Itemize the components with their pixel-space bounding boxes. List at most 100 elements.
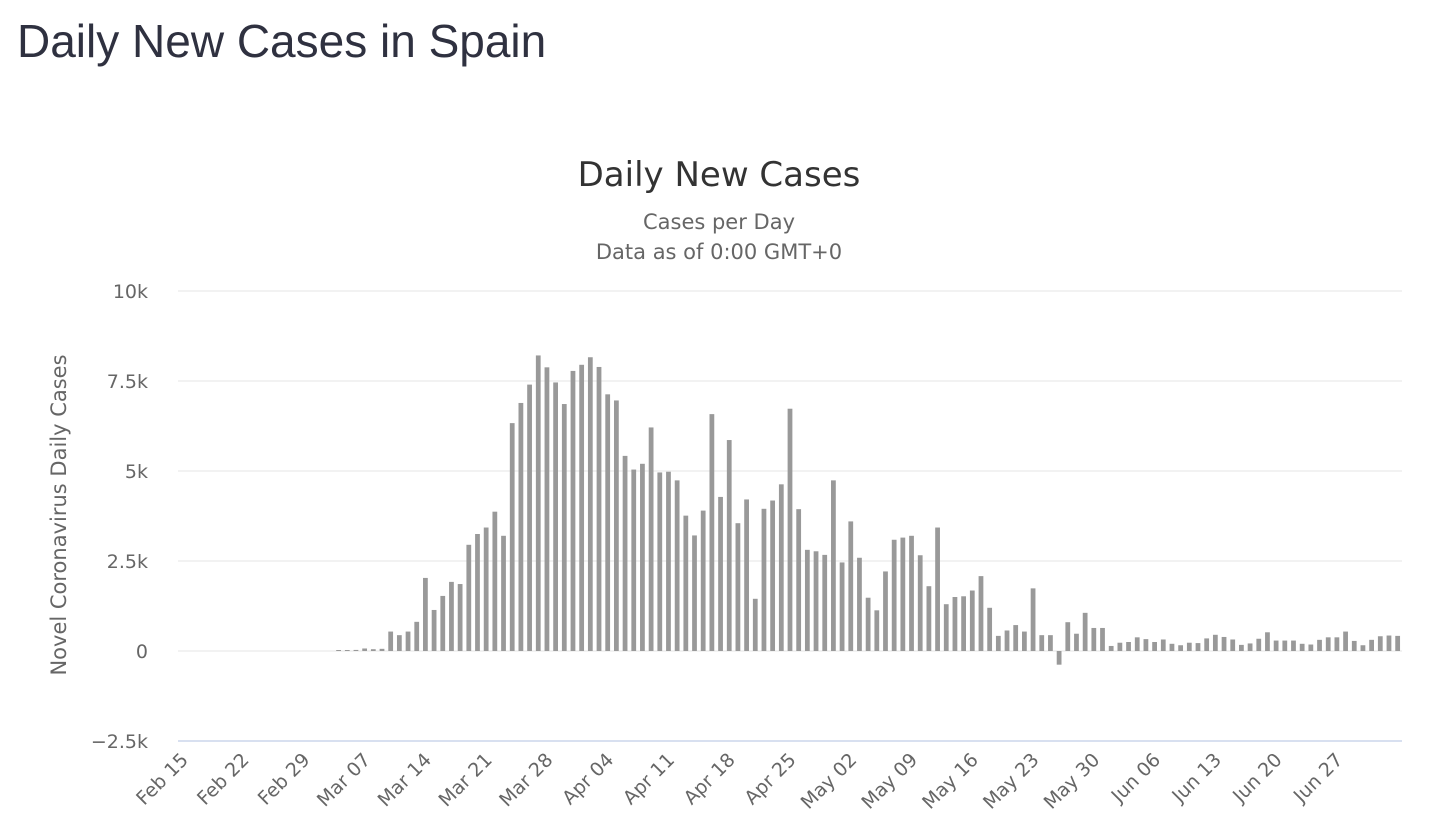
bar — [952, 597, 958, 651]
bar — [1169, 643, 1175, 651]
bar — [640, 463, 645, 651]
y-axis-title: Novel Coronavirus Daily Cases — [47, 354, 71, 675]
bar — [778, 484, 784, 651]
bar — [1230, 639, 1236, 651]
bar — [561, 404, 567, 651]
bar — [1334, 637, 1340, 651]
bar — [709, 414, 715, 651]
bar — [891, 539, 897, 651]
bar — [466, 544, 472, 651]
bar — [1152, 642, 1157, 651]
bar — [1273, 640, 1279, 651]
bar — [344, 650, 350, 651]
bar — [570, 370, 576, 651]
bar — [822, 554, 828, 651]
x-tick-label: Apr 25 — [740, 749, 800, 809]
bar — [770, 500, 776, 651]
bar — [1369, 639, 1374, 651]
page-title: Daily New Cases in Spain — [17, 15, 547, 67]
bar — [1013, 625, 1019, 651]
bar — [631, 469, 637, 651]
bar — [1239, 644, 1244, 651]
bar — [1265, 632, 1270, 651]
x-tick-label: Apr 11 — [619, 749, 679, 809]
bar — [1134, 637, 1140, 651]
bar — [1022, 631, 1027, 651]
x-tick-label: Mar 21 — [434, 749, 496, 811]
bar — [874, 610, 880, 651]
x-tick-label: Jun 27 — [1289, 749, 1348, 808]
y-tick-label: 5k — [125, 461, 148, 483]
bar — [457, 584, 463, 651]
bar — [431, 609, 437, 651]
bar — [579, 364, 585, 651]
chart-subtitle-line-1: Cases per Day — [643, 210, 795, 234]
bar — [483, 527, 489, 651]
chart-subtitle-line-2: Data as of 0:00 GMT+0 — [596, 240, 842, 264]
bar — [1082, 612, 1088, 651]
bar — [969, 590, 975, 651]
bar — [622, 455, 628, 651]
x-tick-label: Feb 15 — [132, 749, 193, 810]
bar — [1386, 635, 1392, 651]
bar — [935, 527, 940, 651]
bar — [1299, 643, 1305, 651]
bar — [501, 535, 506, 651]
y-axis-labels: −2.5k 0 2.5k 5k 7.5k 10k — [91, 281, 148, 753]
bar — [440, 595, 446, 651]
x-tick-label: Feb 29 — [254, 749, 315, 810]
bar — [666, 471, 671, 651]
bar — [1091, 627, 1097, 651]
bar — [1325, 637, 1331, 651]
x-tick-label: Mar 28 — [495, 749, 557, 811]
bar — [744, 499, 749, 651]
bar — [917, 555, 923, 651]
bar — [1117, 642, 1123, 651]
bar — [857, 557, 862, 651]
y-tick-label: 2.5k — [107, 551, 148, 573]
bar — [1143, 639, 1149, 651]
bar — [1160, 639, 1166, 651]
y-tick-label: −2.5k — [91, 731, 148, 753]
x-tick-label: May 16 — [918, 749, 983, 814]
bar — [978, 576, 984, 651]
x-tick-label: Jun 13 — [1167, 749, 1226, 808]
bar — [553, 382, 558, 651]
bar — [509, 423, 515, 651]
bar — [900, 537, 906, 651]
bar — [883, 571, 888, 651]
x-tick-label: Mar 14 — [374, 749, 436, 811]
bar — [414, 621, 420, 651]
bar — [909, 535, 914, 651]
bar — [353, 649, 359, 651]
bar — [926, 586, 932, 651]
bar — [379, 648, 385, 651]
x-tick-label: May 30 — [1040, 749, 1105, 814]
bar — [614, 400, 619, 651]
bar — [848, 521, 854, 651]
bar — [1108, 645, 1114, 651]
bar — [987, 607, 993, 651]
bar — [692, 535, 697, 651]
y-tick-label: 7.5k — [107, 371, 148, 393]
x-tick-label: Apr 18 — [680, 749, 740, 809]
bar — [1343, 631, 1348, 651]
bar — [388, 631, 394, 651]
bar — [1308, 644, 1314, 651]
bar — [475, 534, 480, 651]
bar — [527, 384, 532, 651]
bar — [370, 649, 376, 651]
bar — [1221, 636, 1227, 651]
bar — [1074, 633, 1079, 651]
bar — [1204, 638, 1210, 651]
bar — [995, 635, 1001, 651]
bar — [587, 357, 593, 651]
bar — [544, 367, 550, 651]
bar — [492, 511, 498, 651]
x-tick-label: Mar 07 — [313, 749, 375, 811]
bar — [1212, 634, 1218, 651]
bar — [362, 648, 368, 651]
bar — [1317, 639, 1322, 651]
